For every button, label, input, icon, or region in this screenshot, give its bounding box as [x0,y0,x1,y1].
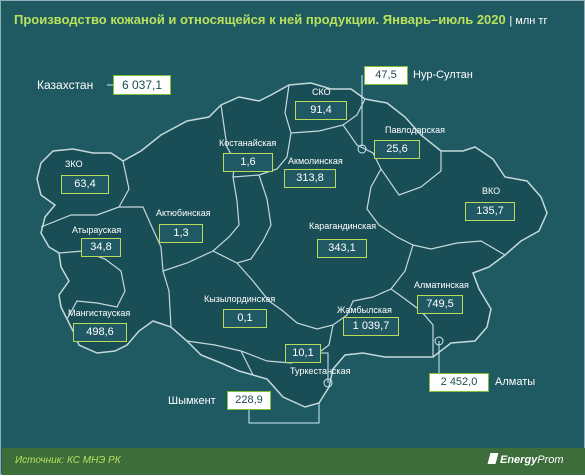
region-value-zhambyl: 1 039,7 [343,317,399,336]
region-value-pavlodar: 25,6 [374,140,420,159]
region-label-almaty-region: Алматинская [414,280,469,290]
region-value-turkestan: 10,1 [285,344,321,363]
energyprom-logo: EnergyProm [487,453,564,466]
region-value-akmola: 313,8 [284,169,336,188]
city-label-almaty: Алматы [495,376,536,388]
region-borders [40,84,506,376]
city-label-shymkent: Шымкент [168,395,216,407]
city-value-nur-sultan: 47,5 [364,66,408,85]
country-total: 6 037,1 [113,75,171,95]
region-value-vko: 135,7 [465,202,515,221]
region-label-karaganda: Карагандинская [309,221,377,231]
region-label-aktobe: Актюбинская [156,208,211,218]
region-value-mangystau: 498,6 [73,323,127,342]
region-label-zhambyl: Жамбылская [337,305,392,315]
region-label-kyzylorda: Кызылординская [204,294,276,304]
country-name: Казахстан [37,78,94,92]
region-value-karaganda: 343,1 [317,239,367,258]
region-label-pavlodar: Павлодарская [385,125,445,135]
page-title: Производство кожаной и относящейся к ней… [14,12,548,27]
region-label-sko: СКО [312,87,331,97]
country-outline [36,82,548,408]
region-value-almaty-region: 749,5 [417,295,463,314]
city-value-shymkent: 228,9 [227,391,271,410]
region-label-turkestan: Туркестанская [290,366,351,376]
region-value-kostanay: 1,6 [223,153,273,172]
region-value-zko: 63,4 [61,175,109,194]
region-label-zko: ЗКО [65,159,83,169]
city-value-almaty: 2 452,0 [429,373,489,392]
region-value-aktobe: 1,3 [159,224,203,243]
city-label-nur-sultan: Нур-Султан [413,69,473,81]
region-value-sko: 91,4 [295,101,347,120]
region-value-atyrau: 34,8 [81,238,121,257]
region-label-vko: ВКО [482,186,501,196]
region-value-kyzylorda: 0,1 [223,309,267,328]
region-label-kostanay: Костанайская [219,138,277,148]
source-note: Источник: КС МНЭ РК [15,455,121,466]
region-label-atyrau: Атырауская [72,225,122,235]
region-label-mangystau: Мангистауская [68,308,131,318]
region-label-akmola: Акмолинская [288,156,343,166]
unit-label: | млн тг [509,15,548,27]
logo-mark-icon [487,453,499,464]
